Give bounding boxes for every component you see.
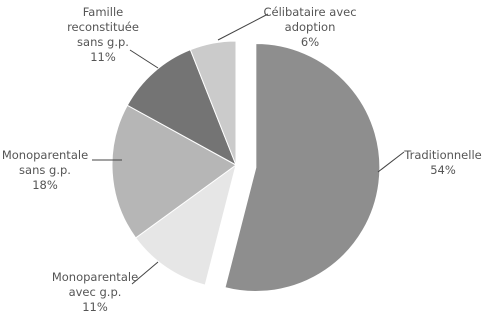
pie-slice	[126, 49, 237, 167]
leader-line	[377, 151, 405, 173]
category-name: Traditionnelle	[404, 148, 482, 162]
slice-label: Traditionnelle 54%	[393, 148, 493, 178]
category-name: Célibataire avec adoption	[263, 5, 357, 34]
slice-label: Célibataire avec adoption 6%	[258, 5, 362, 50]
leader-line	[217, 13, 269, 41]
leader-line	[129, 49, 159, 69]
slices	[111, 40, 381, 292]
value-label: 18%	[32, 178, 58, 192]
pie-slice	[134, 163, 237, 286]
slice-label: Monoparentale avec g.p. 11%	[49, 270, 141, 315]
value-label: 54%	[430, 163, 456, 177]
value-label: 11%	[82, 300, 108, 314]
slice-label: Monoparentale sans g.p. 18%	[0, 148, 90, 193]
pie-slice	[189, 40, 237, 166]
pie-slice	[111, 104, 237, 239]
category-name: Monoparentale sans g.p.	[1, 148, 89, 177]
value-label: 6%	[300, 35, 320, 49]
leader-line	[131, 261, 159, 285]
category-name: Monoparentale avec g.p.	[51, 270, 139, 299]
category-name: Famille reconstituée sans g.p.	[67, 5, 139, 49]
value-label: 11%	[90, 50, 116, 64]
slice-label: Famille reconstituée sans g.p. 11%	[63, 5, 143, 65]
pie-slice	[224, 43, 381, 292]
